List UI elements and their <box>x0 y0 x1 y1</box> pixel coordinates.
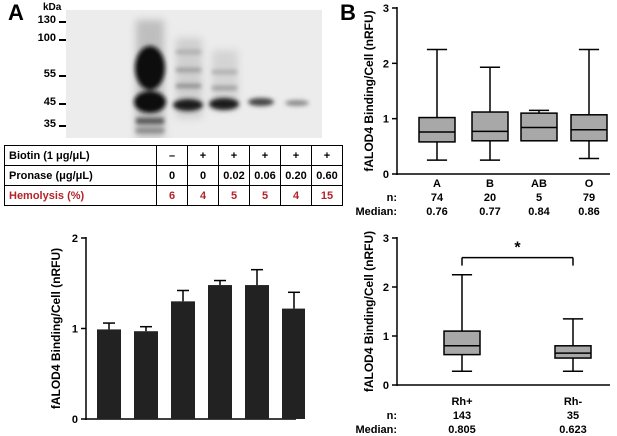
condition-cell: + <box>187 145 219 166</box>
category-label: A <box>433 178 441 190</box>
condition-row-label: Hemolysis (%) <box>4 185 157 206</box>
condition-cell: – <box>156 145 188 166</box>
condition-cell: 4 <box>187 185 219 206</box>
condition-row-label: Pronase (μg/μL) <box>4 165 157 186</box>
n-row-label: n: <box>386 410 397 422</box>
median-row-label: Median: <box>355 206 397 218</box>
condition-cell: 0.60 <box>311 165 343 186</box>
bar <box>134 331 158 419</box>
condition-row-label: Biotin (1 μg/μL) <box>4 145 157 166</box>
y-axis-title: fALOD4 Binding/Cell (nRFU) <box>362 10 376 171</box>
mw-tick <box>59 103 66 105</box>
y-tick-label: 0 <box>383 380 389 392</box>
bar <box>282 308 305 419</box>
condition-cell: 0.20 <box>280 165 312 186</box>
panel-a-label: A <box>8 0 24 25</box>
condition-cell: 0 <box>156 165 188 186</box>
median-value: 0.84 <box>528 206 550 218</box>
conditions-table: Biotin (1 μg/μL) – + + + + + Pronase (μg/μL) 0 0 0… <box>4 145 343 206</box>
kda-unit-label: kDa <box>43 2 62 13</box>
box <box>570 114 608 142</box>
mw-tick <box>59 21 66 23</box>
y-tick-label: 2 <box>383 58 389 70</box>
y-tick-label: 1 <box>383 114 389 126</box>
n-row-label: n: <box>386 192 397 204</box>
n-value: 143 <box>452 410 472 422</box>
condition-cell: 0.06 <box>249 165 281 186</box>
bar <box>97 329 121 419</box>
condition-cell: 5 <box>249 185 281 206</box>
mw-marker-45: 45 <box>43 96 56 108</box>
y-tick-label: 1 <box>383 331 389 343</box>
panel-b-rh-box-plot: 0 1 2 3 fALOD4 Binding/Cell (nRFU) * <box>362 231 610 392</box>
mw-marker-100: 100 <box>37 32 56 44</box>
condition-cell: + <box>311 145 343 166</box>
box <box>471 111 509 142</box>
box <box>443 330 481 356</box>
y-tick-label: 0 <box>383 169 389 178</box>
n-value: 79 <box>582 192 596 204</box>
median-value: 0.805 <box>448 424 476 436</box>
panel-b-label: B <box>340 0 356 25</box>
y-tick-label: 3 <box>383 233 389 245</box>
condition-cell: 15 <box>311 185 343 206</box>
y-tick-label: 2 <box>72 233 78 245</box>
conditions-row: Biotin (1 μg/μL) – + + + + + <box>4 145 343 166</box>
mw-marker-55: 55 <box>43 68 56 80</box>
condition-cell: 4 <box>280 185 312 206</box>
conditions-row: Hemolysis (%) 6 4 5 5 4 15 <box>4 185 343 206</box>
n-value: 20 <box>483 192 497 204</box>
y-tick-label: 1 <box>72 324 78 336</box>
condition-cell: 0 <box>187 165 219 186</box>
category-label: B <box>486 178 494 190</box>
panel-b-rh-stats: Rh+ 143 0.805 Rh- 35 0.623 n: Median: <box>345 396 617 436</box>
condition-cell: + <box>218 145 250 166</box>
condition-cell: 6 <box>156 185 188 206</box>
significance-marker: * <box>514 240 521 257</box>
panel-b-abo-box-plot: 0 1 2 3 fALOD4 Binding/Cell (nRFU) <box>362 3 610 178</box>
mw-tick <box>59 125 66 127</box>
mw-marker-130: 130 <box>37 14 56 26</box>
condition-cell: + <box>280 145 312 166</box>
category-label: AB <box>531 178 547 190</box>
y-axis-title: fALOD4 Binding/Cell (nRFU) <box>362 231 376 392</box>
bar <box>208 285 232 419</box>
mw-tick <box>59 39 66 41</box>
median-value: 0.77 <box>479 206 501 218</box>
category-label: O <box>584 178 594 190</box>
mw-marker-35: 35 <box>43 118 56 130</box>
n-value: 74 <box>430 192 444 204</box>
category-label: Rh+ <box>451 396 473 408</box>
median-value: 0.86 <box>578 206 600 218</box>
bar <box>171 301 195 419</box>
condition-cell: + <box>249 145 281 166</box>
panel-a-bar-chart: 0 1 2 fALOD4 Binding/Cell (nRFU) <box>49 233 305 426</box>
mw-tick <box>59 75 66 77</box>
conditions-row: Pronase (μg/μL) 0 0 0.02 0.06 0.20 0.60 <box>4 165 343 186</box>
box <box>418 116 456 143</box>
condition-cell: 5 <box>218 185 250 206</box>
n-value: 5 <box>535 192 543 204</box>
median-row-label: Median: <box>355 424 397 436</box>
y-axis-title: fALOD4 Binding/Cell (nRFU) <box>49 248 63 409</box>
y-tick-label: 0 <box>72 414 78 426</box>
box <box>554 345 592 359</box>
n-value: 35 <box>566 410 580 422</box>
bar <box>245 285 269 419</box>
median-value: 0.76 <box>426 206 448 218</box>
western-blot-image <box>66 10 322 138</box>
category-label: Rh- <box>563 396 583 408</box>
y-tick-label: 3 <box>383 3 389 15</box>
panel-b-abo-stats: A 74 0.76 B 20 0.77 AB 5 0.84 O 79 0.86 n: Median: <box>345 178 617 222</box>
median-value: 0.623 <box>559 424 587 436</box>
condition-cell: 0.02 <box>218 165 250 186</box>
y-tick-label: 2 <box>383 282 389 294</box>
